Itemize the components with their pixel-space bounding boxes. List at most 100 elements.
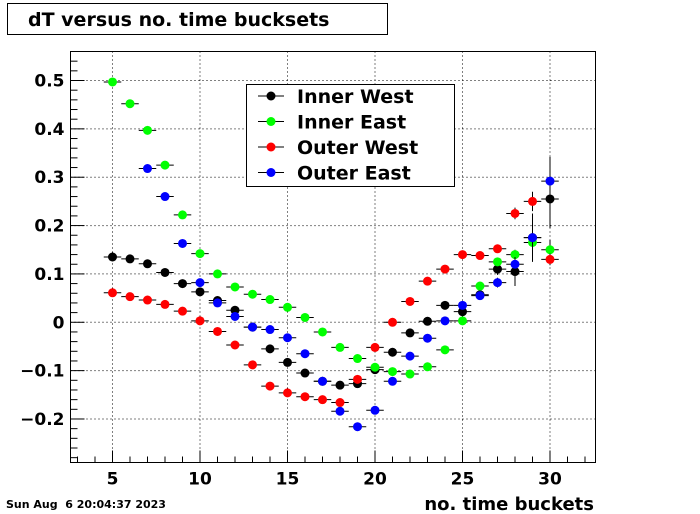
marker bbox=[248, 322, 257, 332]
data-point bbox=[471, 291, 489, 301]
data-point bbox=[453, 300, 472, 310]
data-point bbox=[488, 277, 507, 288]
data-point bbox=[523, 191, 542, 212]
data-point bbox=[103, 252, 122, 262]
data-point bbox=[138, 259, 157, 269]
y-tick-label: 0.2 bbox=[34, 217, 64, 237]
data-point bbox=[121, 292, 139, 302]
marker bbox=[510, 208, 520, 218]
x-tick-label: 10 bbox=[188, 470, 212, 490]
marker bbox=[388, 317, 397, 327]
data-point bbox=[261, 325, 279, 335]
x-tick-label: 5 bbox=[107, 470, 119, 490]
marker bbox=[493, 278, 502, 288]
data-point bbox=[243, 360, 262, 370]
data-point bbox=[383, 317, 402, 327]
legend-marker bbox=[266, 142, 276, 152]
marker bbox=[405, 351, 415, 361]
data-point bbox=[506, 249, 524, 260]
data-point bbox=[418, 362, 437, 372]
series-1 bbox=[103, 169, 559, 390]
marker bbox=[248, 289, 257, 299]
marker bbox=[195, 278, 205, 288]
plot-frame bbox=[70, 51, 596, 463]
marker bbox=[265, 325, 275, 335]
data-point bbox=[453, 250, 472, 260]
data-point bbox=[488, 244, 507, 254]
legend-entry: Inner East bbox=[258, 112, 406, 134]
data-point bbox=[471, 281, 489, 291]
data-point bbox=[278, 333, 297, 343]
legend-entries: Inner West Inner East Outer West Outer East bbox=[258, 86, 418, 185]
data-point bbox=[401, 296, 419, 306]
marker bbox=[405, 328, 415, 338]
data-point bbox=[418, 316, 437, 326]
marker bbox=[370, 362, 380, 372]
data-point bbox=[173, 210, 192, 220]
marker bbox=[265, 344, 275, 354]
marker bbox=[510, 259, 520, 269]
legend-entry: Outer West bbox=[258, 137, 418, 159]
marker bbox=[213, 269, 222, 279]
data-point bbox=[331, 398, 349, 408]
data-point bbox=[418, 333, 437, 343]
marker bbox=[108, 288, 117, 298]
marker bbox=[160, 299, 170, 309]
y-tick-label: 0.5 bbox=[34, 72, 64, 92]
marker bbox=[440, 300, 450, 310]
data-point bbox=[156, 160, 174, 170]
marker bbox=[370, 405, 380, 415]
marker bbox=[143, 295, 152, 305]
data-point bbox=[208, 326, 227, 336]
data-point bbox=[156, 267, 174, 277]
data-point bbox=[366, 342, 384, 352]
marker bbox=[283, 333, 292, 343]
data-point bbox=[208, 298, 227, 308]
data-point bbox=[261, 381, 279, 391]
data-point bbox=[138, 125, 157, 135]
data-point bbox=[173, 279, 192, 289]
marker bbox=[475, 281, 485, 291]
data-point bbox=[226, 305, 244, 315]
data-point bbox=[453, 316, 472, 326]
marker bbox=[353, 354, 362, 364]
footer-timestamp: Sun Aug 6 20:04:37 2023 bbox=[6, 498, 166, 511]
marker bbox=[388, 347, 397, 357]
marker bbox=[388, 376, 397, 386]
data-point bbox=[506, 257, 524, 272]
data-point bbox=[331, 342, 349, 352]
marker bbox=[283, 357, 292, 367]
data-point bbox=[278, 388, 297, 398]
data-point bbox=[436, 345, 454, 355]
legend-entry: Outer East bbox=[258, 163, 411, 185]
marker bbox=[248, 360, 257, 370]
data-point bbox=[296, 392, 314, 402]
data-point bbox=[156, 192, 174, 202]
marker bbox=[300, 392, 310, 402]
marker bbox=[405, 296, 415, 306]
data-point bbox=[191, 278, 209, 288]
data-point bbox=[383, 347, 402, 357]
marker bbox=[335, 398, 345, 408]
data-point bbox=[436, 316, 454, 326]
data-point bbox=[208, 269, 227, 279]
marker bbox=[423, 362, 432, 372]
marker bbox=[283, 388, 292, 398]
data-point bbox=[296, 312, 314, 322]
data-point bbox=[541, 156, 559, 206]
marker bbox=[440, 345, 450, 355]
marker bbox=[493, 244, 502, 254]
data-point bbox=[383, 376, 402, 386]
legend-label: Outer East bbox=[297, 163, 411, 185]
marker bbox=[178, 210, 187, 220]
marker bbox=[458, 307, 467, 317]
y-tick-label: 0.4 bbox=[34, 120, 64, 140]
marker bbox=[458, 316, 467, 326]
marker bbox=[108, 77, 117, 87]
y-tick-label: 0.3 bbox=[34, 168, 64, 188]
data-point bbox=[331, 406, 349, 416]
legend-box bbox=[246, 84, 455, 187]
data-point bbox=[383, 367, 402, 377]
marker bbox=[125, 99, 135, 109]
